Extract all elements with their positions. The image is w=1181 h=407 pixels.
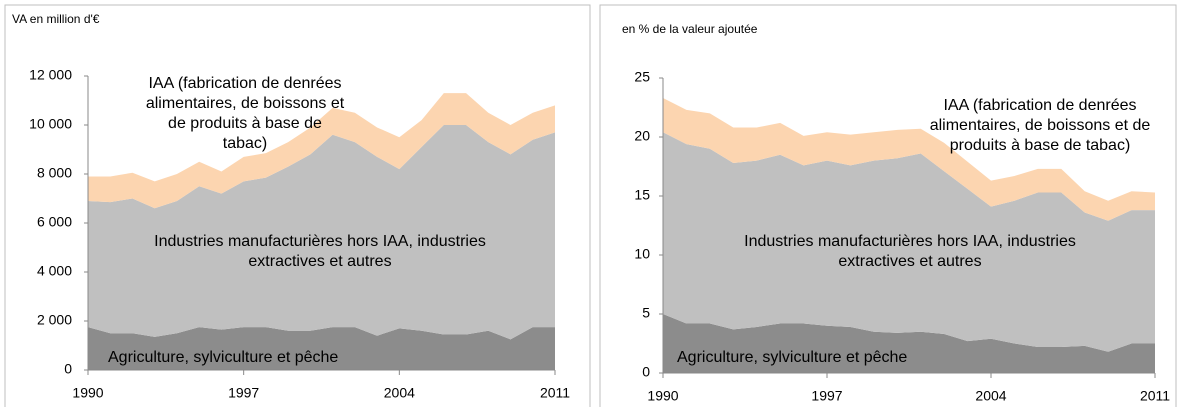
- area: [88, 327, 555, 370]
- y-tick-label: 4 000: [37, 263, 72, 279]
- y-tick-label: 0: [642, 364, 650, 380]
- series-label: Industries manufacturières hors IAA, ind…: [154, 233, 486, 270]
- y-tick-label: 2 000: [37, 312, 72, 328]
- series-label: IAA (fabrication de denrées alimentaires…: [145, 75, 345, 152]
- panel-frame: [4, 4, 591, 407]
- area: [663, 98, 1155, 221]
- area: [88, 93, 555, 209]
- x-tick-label: 2011: [540, 385, 570, 401]
- y-tick-label: 20: [634, 128, 650, 144]
- x-tick-label: 1990: [72, 385, 103, 401]
- y-tick-label: 10 000: [29, 116, 72, 132]
- x-tick-label: 1990: [647, 388, 678, 404]
- series-label: Agriculture, sylviculture et pêche: [677, 349, 908, 366]
- y-tick-label: 0: [64, 361, 72, 377]
- x-tick-label: 1997: [811, 388, 842, 404]
- series-label: Agriculture, sylviculture et pêche: [108, 349, 339, 366]
- y-tick-label: 10: [634, 246, 650, 262]
- y-tick-label: 12 000: [29, 67, 72, 83]
- panel-frame: [599, 4, 1177, 407]
- x-tick-label: 1997: [228, 385, 259, 401]
- y-tick-label: 8 000: [37, 165, 72, 181]
- y-tick-label: 6 000: [37, 214, 72, 230]
- y-axis-title: en % de la valeur ajoutée: [622, 22, 758, 36]
- y-axis-title: VA en million d'€: [12, 12, 100, 26]
- series-label: Industries manufacturières hors IAA, ind…: [744, 233, 1076, 270]
- x-tick-label: 2004: [384, 385, 415, 401]
- x-tick-label: 2011: [1140, 388, 1170, 404]
- y-tick-label: 5: [642, 305, 650, 321]
- area: [663, 132, 1155, 352]
- area: [663, 314, 1155, 373]
- y-tick-label: 25: [634, 69, 650, 85]
- area: [88, 125, 555, 340]
- x-tick-label: 2004: [975, 388, 1006, 404]
- series-label: IAA (fabrication de denrées alimentaires…: [929, 97, 1151, 154]
- y-tick-label: 15: [634, 187, 650, 203]
